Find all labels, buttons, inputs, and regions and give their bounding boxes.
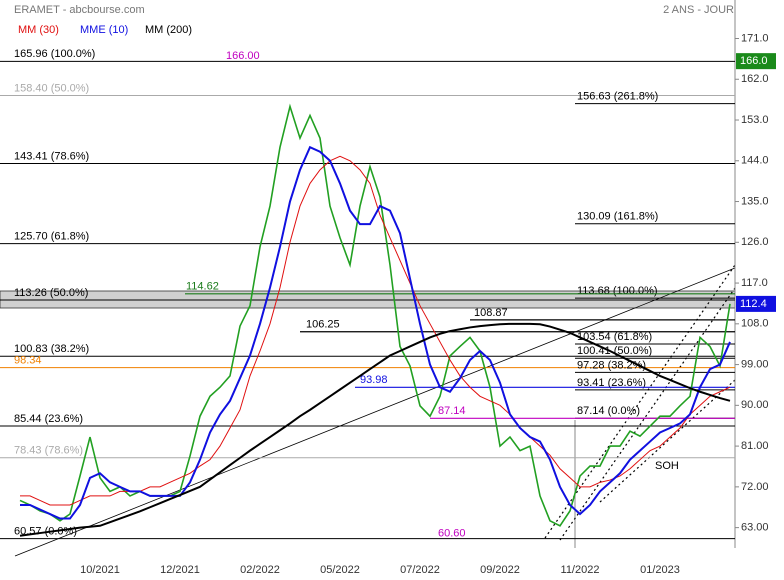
legend-entry: MM (200)	[145, 24, 192, 36]
channel-line	[559, 287, 736, 541]
legend-entry: MME (10)	[80, 24, 128, 36]
note: SOH	[655, 460, 679, 472]
x-tick-label: 09/2022	[480, 564, 520, 576]
level-label: 78.43 (78.6%)	[14, 445, 83, 457]
annotation-label: 114.62	[186, 281, 219, 293]
x-tick-label: 02/2022	[240, 564, 280, 576]
y-tick-label: 126.0	[741, 236, 769, 248]
price-tag-label: 112.4	[740, 298, 767, 310]
ma-line	[19, 322, 731, 537]
extension-label: 156.63 (261.8%)	[577, 90, 658, 102]
y-tick-label: 108.0	[741, 318, 769, 330]
extension-label: 87.14 (0.0%)	[577, 405, 640, 417]
level-label: 165.96 (100.0%)	[14, 48, 95, 60]
extension-label: 103.54 (61.8%)	[577, 331, 652, 343]
price-tag-label: 166.0	[740, 55, 768, 67]
x-tick-label: 10/2021	[80, 564, 120, 576]
y-tick-label: 162.0	[741, 73, 769, 85]
extension-label: 113.68 (100.0%)	[577, 285, 658, 297]
level-label: 143.41 (78.6%)	[14, 150, 89, 162]
annotation-label: 108.87	[474, 307, 508, 319]
annotation-label: 87.14	[438, 405, 466, 417]
level-label: 113.26 (50.0%)	[14, 287, 88, 299]
chart-subtitle: 2 ANS - JOUR	[663, 4, 734, 16]
y-tick-label: 90.00	[741, 399, 769, 411]
y-tick-label: 117.0	[741, 277, 768, 289]
y-tick-label: 171.0	[741, 32, 769, 44]
extension-label: 130.09 (161.8%)	[577, 211, 658, 223]
x-tick-label: 07/2022	[400, 564, 440, 576]
extension-label: 100.41 (50.0%)	[577, 345, 652, 357]
price-tag	[736, 53, 776, 70]
y-tick-label: 135.0	[741, 195, 769, 207]
level-label: 98.34	[14, 354, 42, 366]
y-tick-label: 63.00	[741, 522, 769, 534]
extension-label: 93.41 (23.6%)	[577, 377, 646, 389]
y-tick-label: 99.00	[741, 358, 769, 370]
level-label: 85.44 (23.6%)	[14, 413, 83, 425]
x-tick-label: 11/2022	[561, 564, 600, 576]
annotation-label: 93.98	[360, 374, 388, 386]
y-tick-label: 144.0	[741, 155, 769, 167]
annotation-label: 60.60	[438, 527, 466, 539]
legend-entry: MM (30)	[18, 24, 59, 36]
annotation-label: 166.00	[226, 50, 260, 62]
y-tick-label: 81.00	[741, 440, 769, 452]
level-label: 158.40 (50.0%)	[14, 82, 89, 94]
chart-title: ERAMET - abcbourse.com	[14, 4, 145, 16]
x-tick-label: 12/2021	[160, 564, 200, 576]
trendline	[14, 267, 736, 557]
extension-label: 97.28 (38.2%)	[577, 359, 646, 371]
level-label: 100.83 (38.2%)	[14, 343, 89, 355]
x-tick-label: 05/2022	[320, 564, 360, 576]
channel-line	[544, 264, 736, 539]
annotation-label: 106.25	[306, 319, 340, 331]
price-tag	[736, 295, 776, 312]
y-tick-label: 153.0	[741, 114, 769, 126]
ma-line	[20, 145, 731, 520]
x-tick-label: 01/2023	[640, 564, 680, 576]
level-label: 125.70 (61.8%)	[14, 231, 89, 243]
channel-line	[599, 379, 736, 503]
y-tick-label: 72.00	[741, 481, 769, 493]
